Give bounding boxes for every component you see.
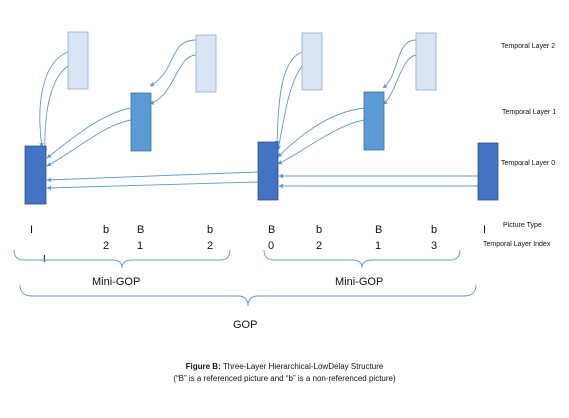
ref-arrow: [277, 107, 365, 158]
frame-index-label: 2: [207, 240, 213, 252]
frame-layer-2: [301, 32, 323, 91]
ref-arrow: [42, 65, 69, 154]
frame-layer-0: [257, 141, 279, 201]
frame-type-label: b: [207, 224, 213, 236]
gop-bracket: [19, 284, 477, 307]
frames: [24, 31, 499, 205]
frame-index-label: 1: [137, 240, 143, 252]
frame-index-label: 2: [316, 240, 322, 252]
ref-arrow: [277, 119, 365, 165]
frame-layer-1: [363, 91, 385, 151]
ref-arrow: [46, 171, 259, 183]
ref-arrow: [46, 119, 132, 167]
reference-arrows: [39, 39, 478, 191]
mini-gop-label-1: Mini-GOP: [92, 276, 140, 288]
frame-layer-2: [67, 31, 89, 90]
ref-arrow: [39, 51, 69, 148]
frame-layer-2: [415, 32, 437, 91]
frame-type-label: b: [431, 224, 437, 236]
temporal-layer-index-label: Temporal Layer Index: [483, 241, 551, 248]
frame-type-label: B: [268, 224, 275, 236]
frame-type-label: B: [375, 224, 382, 236]
ref-arrow: [46, 181, 259, 191]
frame-type-label: b: [103, 224, 109, 236]
ref-arrow: [274, 51, 303, 146]
frame-index-label: 3: [431, 240, 437, 252]
mini-gop-bracket-1: [13, 249, 231, 269]
frame-index-label: 2: [103, 240, 109, 252]
ref-arrow: [149, 54, 197, 105]
layer-label-2: Temporal Layer 2: [501, 43, 555, 50]
frame-layer-1: [130, 92, 152, 152]
figure-caption-text: Three-Layer Hierarchical-LowDelay Struct…: [220, 362, 384, 371]
mini-gop-label-2: Mini-GOP: [335, 276, 383, 288]
gop-label: GOP: [233, 319, 257, 331]
frame-index-label: 0: [268, 240, 274, 252]
figure-caption-note: (“B” is a referenced picture and “b” is …: [173, 374, 396, 383]
frame-type-label: I: [483, 224, 486, 236]
frame-type-label: B: [137, 224, 144, 236]
stray-mark: I: [43, 254, 46, 265]
ref-arrow: [382, 54, 417, 105]
ref-arrow: [46, 107, 132, 159]
frame-layer-0: [24, 145, 47, 205]
frame-index-label: 1: [375, 240, 381, 252]
frame-layer-2: [195, 34, 217, 93]
ref-arrow: [276, 65, 303, 151]
mini-gop-bracket-2: [263, 249, 461, 269]
frame-type-label: b: [316, 224, 322, 236]
frame-layer-0: [477, 142, 499, 201]
frame-type-label: I: [30, 224, 33, 236]
picture-type-label: Picture Type: [503, 222, 542, 229]
figure-caption-title: Figure B: Three-Layer Hierarchical-LowDe…: [0, 362, 569, 371]
figure-caption-bold: Figure B:: [185, 362, 221, 371]
ref-arrow: [382, 39, 417, 89]
ref-arrow: [149, 39, 197, 87]
layer-label-0: Temporal Layer 0: [501, 160, 555, 167]
layer-label-1: Temporal Layer 1: [502, 109, 556, 116]
